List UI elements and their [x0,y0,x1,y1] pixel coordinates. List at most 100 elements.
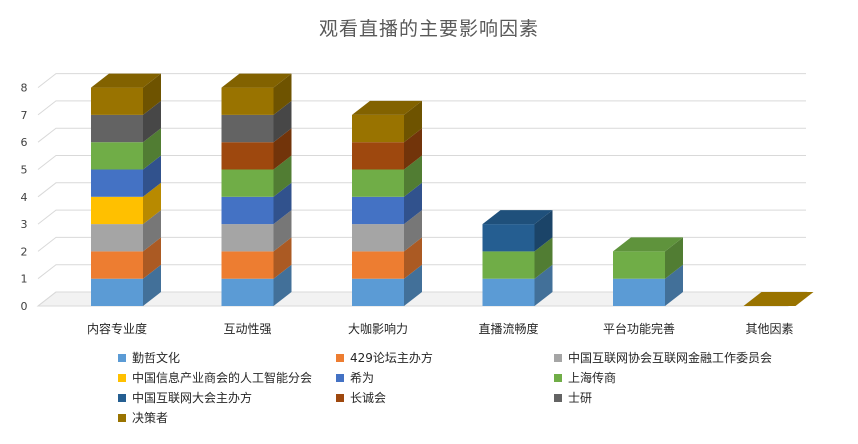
category-label: 大咖影响力 [348,321,408,336]
bar-side [404,128,422,170]
legend-item: 决策者 [118,410,336,425]
gridline [37,291,806,307]
bar-side [143,128,161,170]
category-label: 平台功能完善 [603,321,675,336]
legend-swatch [554,353,562,362]
bar-side [143,264,161,306]
bar-front [91,114,143,143]
legend-label: 士研 [568,391,593,405]
legend-item: 429论坛主办方 [336,350,554,365]
bar-side [143,182,161,225]
bar-side [404,264,422,306]
legend-swatch [554,373,562,382]
bar-top [352,100,422,115]
bar-front [482,251,535,279]
gridline [37,127,806,143]
bar-top [91,73,161,88]
bar-side [404,210,422,252]
y-tick-label: 3 [21,218,28,231]
legend-item: 中国互联网协会互联网金融工作委员会 [554,350,838,365]
legend-swatch [118,373,126,382]
chart-title: 观看直播的主要影响因素 [318,18,539,40]
gridline [37,209,806,225]
bar-segment [352,128,422,170]
bar-segment [613,264,683,306]
bar-segment [221,100,292,143]
bar-side [273,210,292,252]
bar-front [221,224,274,252]
bar-side [273,237,292,279]
bar-side [273,128,292,170]
y-tick-label: 0 [21,300,28,313]
bar-front [221,169,274,197]
category-label: 互动性强 [223,322,271,336]
legend: 勤哲文化 429论坛主办方 中国互联网协会互联网金融工作委员会 中国信息产业商会的人工… [118,350,838,425]
y-tick-label: 2 [21,245,28,258]
legend-label: 中国互联网大会主办方 [132,391,253,405]
bars [91,73,814,306]
bar-side [665,264,683,306]
bar-side [404,182,422,225]
bar-side [404,155,422,197]
y-tick-label: 8 [21,82,28,95]
bar-front [352,224,404,252]
bar-front [613,251,665,279]
y-tick-label: 6 [21,136,28,149]
bar-segment [91,210,161,252]
legend-label: 希为 [350,371,375,385]
bar-side [534,264,553,306]
y-tick-label: 4 [21,191,28,204]
bar-front [613,278,665,306]
bar-front [352,196,404,225]
legend-label: 中国互联网协会互联网金融工作委员会 [568,351,773,365]
bar-front [482,278,535,306]
bar-side [534,210,553,252]
legend-label: 长诚会 [350,391,387,405]
bar-segment [91,128,161,170]
bar-side [404,237,422,279]
legend-label: 429论坛主办方 [350,351,433,365]
gridline [37,264,806,280]
legend-item: 上海传商 [554,370,838,385]
bar-segment [352,182,422,225]
bar-top [743,292,814,306]
bar-side [273,100,292,143]
bar-segment [613,237,683,279]
legend-item: 希为 [336,370,554,385]
legend-item: 中国互联网大会主办方 [118,390,336,405]
bar-segment [352,100,422,143]
bar-front [91,169,143,197]
bar-segment [352,237,422,279]
bar-front [482,224,535,252]
gridline [37,73,806,88]
bar-segment [91,100,161,143]
legend-label: 决策者 [132,411,169,425]
bar-front [221,114,274,143]
bar-segment [482,237,553,279]
bar-front [221,251,274,279]
y-axis-ticks: 0 1 2 3 4 5 6 7 8 [21,82,28,313]
bar-front [221,142,274,170]
category-label: 直播流畅度 [478,321,538,336]
bar-front [352,169,404,197]
bar-side [273,182,292,225]
bar-segment [221,128,292,170]
legend-swatch [336,373,344,382]
bar-side [143,100,161,143]
bar-segment [482,210,553,252]
bar-top [221,73,292,88]
legend-swatch [554,393,562,402]
bar-front [91,224,143,252]
bar-front [221,278,274,306]
bar-side [273,73,292,115]
bar-front [91,196,143,225]
bar-top [482,210,553,225]
bar-front [352,278,404,306]
bar-segment [91,182,161,225]
legend-swatch [118,353,126,362]
legend-label: 上海传商 [568,371,617,385]
bar-segment [91,155,161,197]
bar-segment [221,155,292,197]
bar-front [91,87,143,115]
